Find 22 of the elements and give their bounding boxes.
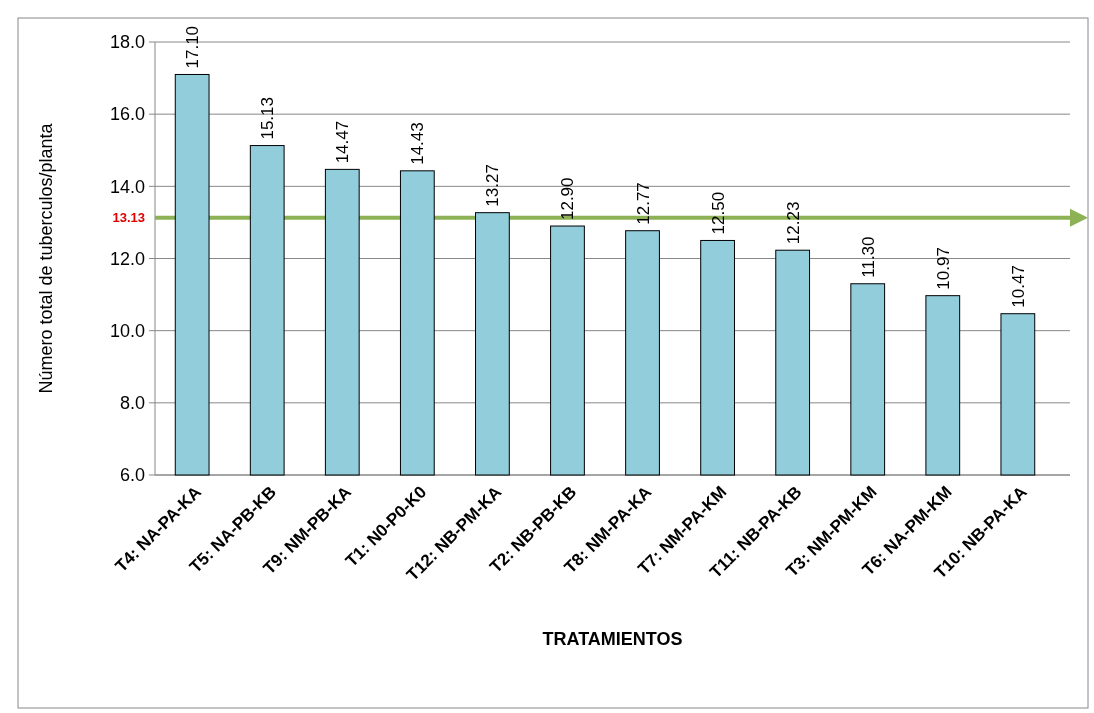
y-tick-label: 18.0 — [109, 32, 145, 53]
data-label: 14.47 — [333, 120, 353, 164]
ref-line-label: 13.13 — [112, 210, 145, 226]
data-label: 11.30 — [858, 236, 878, 278]
data-label: 10.47 — [1008, 265, 1028, 308]
data-label: 10.97 — [933, 247, 953, 290]
y-tick-label: 8.0 — [119, 393, 145, 414]
data-label: 13.27 — [483, 164, 503, 207]
data-label: 17.10 — [183, 25, 203, 69]
y-tick-label: 6.0 — [119, 465, 145, 486]
data-label: 14.43 — [408, 122, 428, 165]
y-axis-title: Número total de tuberculos/planta — [36, 122, 56, 394]
data-label: 12.77 — [633, 182, 653, 225]
y-tick-label: 10.0 — [109, 320, 145, 341]
y-tick-label: 12.0 — [109, 248, 145, 269]
data-label: 12.23 — [783, 201, 803, 245]
data-label: 12.50 — [708, 191, 728, 235]
data-label: 15.13 — [258, 97, 278, 140]
data-label: 12.90 — [558, 177, 578, 221]
x-axis-title: TRATAMIENTOS — [542, 629, 683, 649]
y-tick-label: 16.0 — [109, 104, 145, 125]
y-tick-label: 14.0 — [109, 176, 145, 197]
